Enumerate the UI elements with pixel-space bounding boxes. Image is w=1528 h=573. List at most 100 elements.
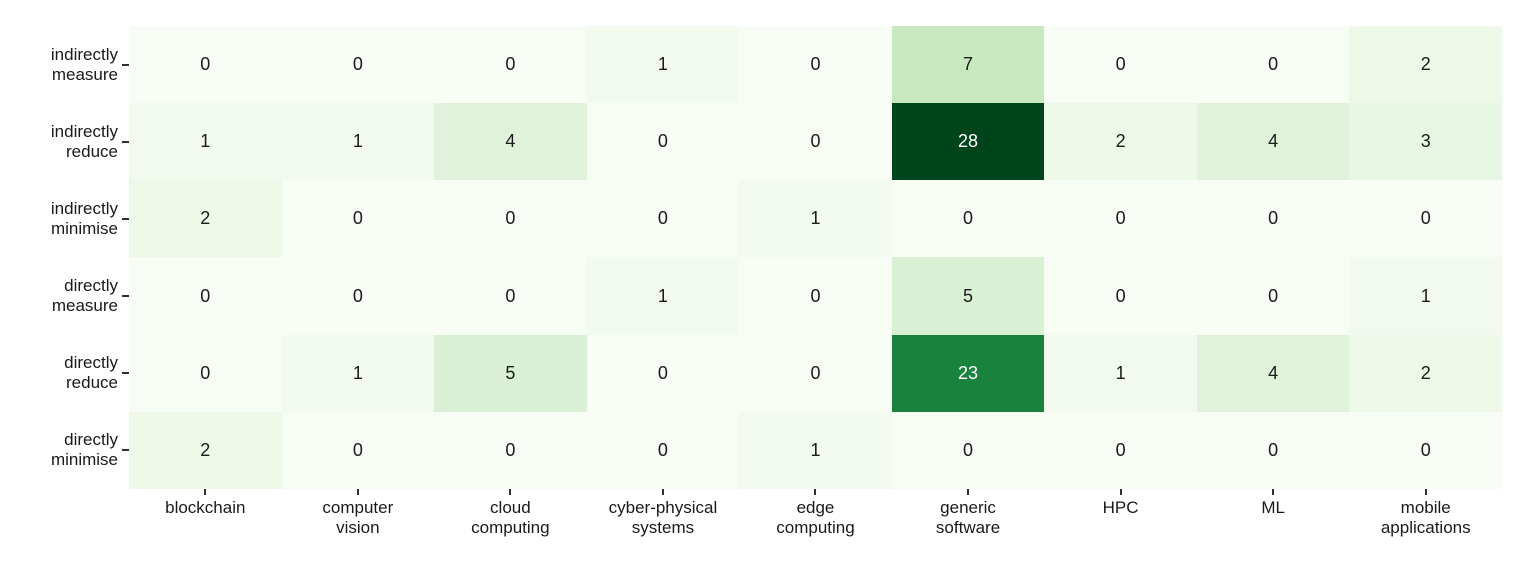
cell-value: 0 <box>352 54 363 75</box>
column-label-text: HPC <box>1102 498 1139 517</box>
cell-value: 0 <box>1115 285 1126 306</box>
heatmap-cell: 1 <box>1044 334 1197 412</box>
heatmap-cell: 4 <box>1196 103 1350 181</box>
heatmap-cell: 0 <box>1349 411 1502 489</box>
column-label-text: mobile applications <box>1380 498 1471 538</box>
cell-value: 1 <box>200 131 211 152</box>
cell-value: 0 <box>963 439 974 460</box>
cell-value: 5 <box>963 285 974 306</box>
heatmap-cell: 0 <box>739 103 892 181</box>
row-label-text: indirectly minimise <box>50 198 118 238</box>
row-label-text: directly minimise <box>50 430 118 470</box>
x-tick-label: cloud computing <box>434 489 587 538</box>
heatmap-cell: 0 <box>1196 26 1350 104</box>
cell-value: 0 <box>352 439 363 460</box>
y-tick-label: indirectly minimise <box>0 180 129 257</box>
heatmap-cell: 1 <box>739 180 892 258</box>
heatmap-cell: 2 <box>1044 103 1197 181</box>
cell-value: 0 <box>657 362 668 383</box>
heatmap-cell: 28 <box>891 103 1045 181</box>
x-axis-tick <box>814 489 817 495</box>
cell-value: 3 <box>1420 131 1431 152</box>
cell-value: 1 <box>657 285 668 306</box>
cell-value: 0 <box>352 285 363 306</box>
x-tick-label: cyber-physical systems <box>587 489 740 538</box>
cell-value: 0 <box>1115 54 1126 75</box>
heatmap-cell: 1 <box>1349 257 1502 335</box>
cell-value: 0 <box>1268 54 1279 75</box>
y-axis-tick <box>122 449 129 452</box>
heatmap-cell: 0 <box>739 26 892 104</box>
cell-value: 1 <box>352 362 363 383</box>
x-tick-label: edge computing <box>739 489 892 538</box>
heatmap-cell: 0 <box>586 103 740 181</box>
cell-value: 0 <box>505 208 516 229</box>
y-axis-tick <box>122 140 129 143</box>
cell-value: 1 <box>352 131 363 152</box>
column-label-text: blockchain <box>165 498 246 517</box>
y-tick-label: indirectly reduce <box>0 103 129 180</box>
cell-value: 7 <box>963 54 974 75</box>
heatmap-cell: 23 <box>891 334 1045 412</box>
x-tick-label: blockchain <box>129 489 282 538</box>
row-label-text: indirectly measure <box>50 44 118 84</box>
cell-value: 2 <box>1420 362 1431 383</box>
heatmap-cell: 7 <box>891 26 1045 104</box>
cell-value: 0 <box>810 285 821 306</box>
x-tick-label: HPC <box>1044 489 1197 538</box>
heatmap-cell: 0 <box>739 334 892 412</box>
column-label-text: ML <box>1261 498 1285 517</box>
cell-value: 1 <box>1420 285 1431 306</box>
heatmap-cell: 0 <box>891 411 1045 489</box>
heatmap-cell: 0 <box>586 334 740 412</box>
y-tick-label: directly reduce <box>0 335 129 412</box>
cell-value: 4 <box>505 131 516 152</box>
cell-value: 0 <box>810 362 821 383</box>
column-label-text: generic software <box>935 498 1001 538</box>
cell-value: 4 <box>1268 131 1279 152</box>
column-label-text: cloud computing <box>471 498 550 538</box>
heatmap-cell: 0 <box>434 180 587 258</box>
heatmap-cell: 0 <box>434 257 587 335</box>
x-axis: blockchain computer vision cloud computing cy… <box>129 489 1502 538</box>
y-axis-tick <box>122 217 129 220</box>
cell-value: 0 <box>1268 208 1279 229</box>
heatmap-cell: 0 <box>1044 26 1197 104</box>
column-label-text: cyber-physical systems <box>608 498 718 538</box>
x-axis-tick <box>204 489 207 495</box>
heatmap-cell: 0 <box>281 180 435 258</box>
x-tick-label: ML <box>1197 489 1350 538</box>
cell-value: 1 <box>810 208 821 229</box>
heatmap-cell: 5 <box>434 334 587 412</box>
x-axis-tick <box>1119 489 1122 495</box>
cell-value: 0 <box>657 439 668 460</box>
x-tick-label: computer vision <box>282 489 435 538</box>
cell-value: 0 <box>1420 439 1431 460</box>
y-axis-tick <box>122 372 129 375</box>
column-label-text: computer vision <box>322 498 394 538</box>
cell-value: 28 <box>958 131 979 152</box>
row-label-text: indirectly reduce <box>50 121 118 161</box>
y-axis-tick <box>122 63 129 66</box>
heatmap-cell: 3 <box>1349 103 1502 181</box>
heatmap-cell: 1 <box>739 411 892 489</box>
x-axis-tick <box>509 489 512 495</box>
cell-value: 0 <box>505 439 516 460</box>
cell-value: 1 <box>1115 362 1126 383</box>
y-tick-label: indirectly measure <box>0 26 129 103</box>
row-label-text: directly reduce <box>64 353 118 393</box>
x-axis-tick <box>967 489 970 495</box>
heatmap-cell: 1 <box>281 103 435 181</box>
heatmap-cell: 0 <box>281 411 435 489</box>
cell-value: 0 <box>1420 208 1431 229</box>
x-axis-tick <box>356 489 359 495</box>
cell-value: 0 <box>810 131 821 152</box>
cell-value: 2 <box>1420 54 1431 75</box>
column-label-text: edge computing <box>776 498 855 538</box>
heatmap-cell: 2 <box>1349 26 1502 104</box>
heatmap-cell: 0 <box>281 26 435 104</box>
y-tick-label: directly minimise <box>0 412 129 489</box>
cell-value: 0 <box>657 208 668 229</box>
heatmap-grid: 0 0 0 1 0 7 0 0 2 1 1 4 0 0 28 2 4 3 2 0 0 0 1 0 0 0 0 0 0 0 1 0 5 0 0 1 0 1 5… <box>129 26 1502 489</box>
y-axis-tick <box>122 295 129 298</box>
